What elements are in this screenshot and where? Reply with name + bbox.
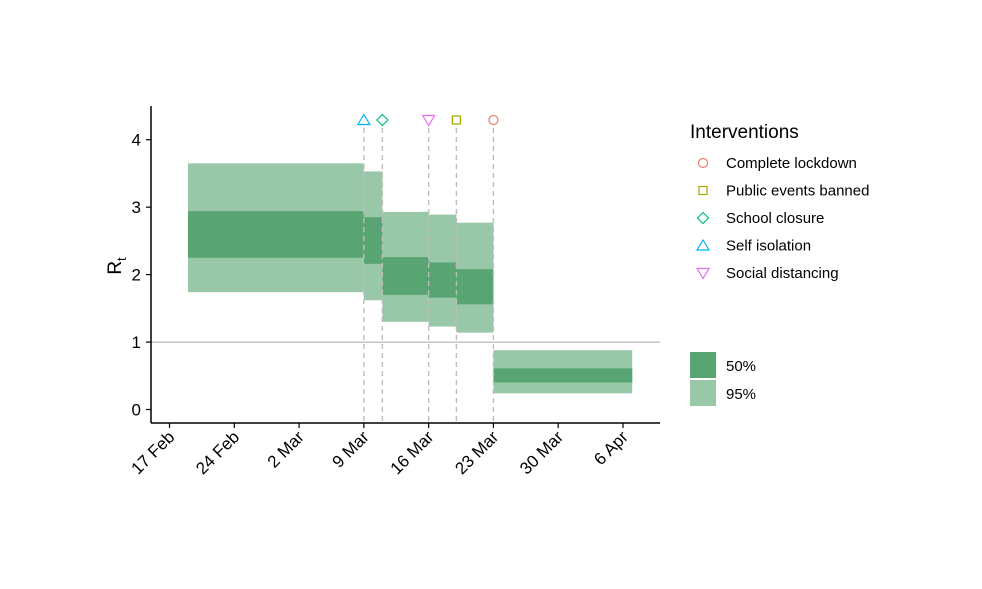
ci-50-bands: [188, 211, 633, 383]
intervention-markers: [356, 113, 499, 127]
ci-50-band: [382, 257, 429, 295]
y-axis-title-main: R: [105, 261, 126, 275]
legend-intervention-label: Public events banned: [726, 183, 869, 200]
intervention-marker: [451, 115, 461, 125]
legend-band-swatch: [690, 380, 716, 406]
x-tick-label: 23 Mar: [451, 427, 502, 478]
y-tick-label: 0: [132, 401, 141, 420]
x-tick-label: 30 Mar: [516, 427, 567, 478]
legend-bands: 50% 95%: [690, 352, 756, 406]
intervention-marker: [376, 113, 389, 127]
ci-50-band: [363, 217, 383, 264]
legend-interventions: Interventions Complete lockdown Public ev…: [690, 122, 869, 282]
legend-intervention-marker: [696, 211, 710, 225]
y-tick-label: 1: [132, 333, 141, 352]
legend-intervention-label: Complete lockdown: [726, 155, 857, 172]
x-tick-label: 24 Feb: [192, 427, 243, 478]
legend-intervention-label: Self isolation: [726, 238, 811, 255]
legend-band-label: 50%: [726, 358, 756, 375]
y-tick-label: 2: [132, 266, 141, 285]
legend-intervention-marker: [698, 185, 708, 196]
y-axis-title-subscript: t: [114, 257, 129, 261]
legend-intervention-marker: [695, 267, 711, 280]
ci-50-band: [428, 262, 457, 298]
legend-band-swatch: [690, 352, 716, 378]
legend-band-label: 95%: [726, 386, 756, 403]
legend-intervention-label: School closure: [726, 210, 824, 227]
x-ticks: 17 Feb 24 Feb 2 Mar 9 Mar 16 Mar 23 Mar 30 Mar…: [127, 423, 632, 478]
y-tick-label: 4: [132, 131, 141, 150]
x-tick-label: 16 Mar: [387, 427, 438, 478]
intervention-lines: [363, 128, 495, 423]
intervention-marker: [356, 113, 371, 126]
y-tick-label: 3: [132, 198, 141, 217]
legend-intervention-marker: [697, 157, 709, 169]
intervention-marker: [488, 114, 499, 126]
legend-interventions-title: Interventions: [690, 122, 799, 143]
ci-50-band: [188, 211, 364, 258]
legend-intervention-label: Social distancing: [726, 265, 839, 282]
x-tick-label: 9 Mar: [329, 427, 373, 471]
legend-intervention-marker: [695, 238, 711, 251]
x-tick-label: 6 Apr: [590, 427, 632, 469]
ci-50-band: [456, 269, 494, 305]
y-ticks: 0 1 2 3 4: [132, 131, 151, 420]
y-axis-title: Rt: [105, 257, 129, 275]
ci-50-band: [493, 368, 633, 383]
intervention-marker: [421, 114, 436, 127]
x-tick-label: 17 Feb: [127, 427, 178, 478]
x-tick-label: 2 Mar: [264, 427, 308, 471]
